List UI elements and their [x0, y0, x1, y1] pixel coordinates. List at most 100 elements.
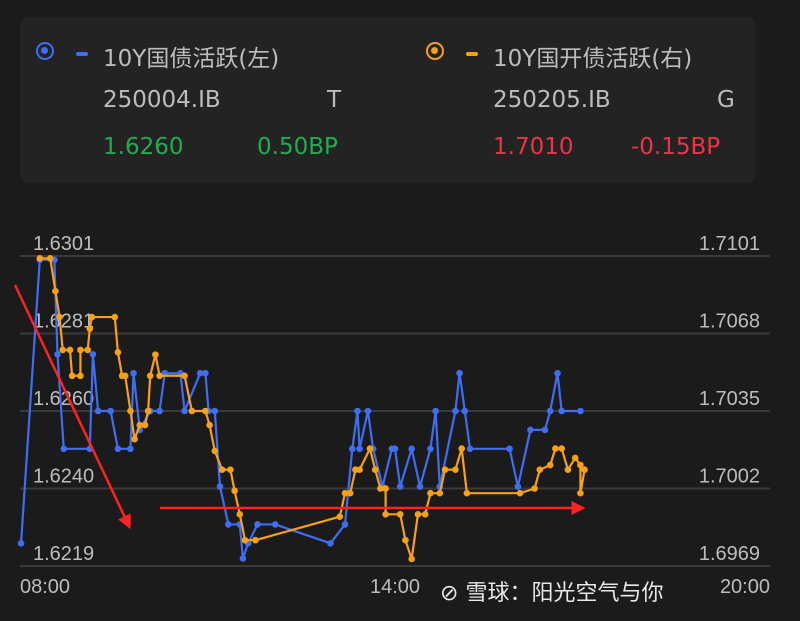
data-point — [17, 540, 25, 547]
data-point — [141, 421, 149, 429]
x-tick-label: 14:00 — [370, 576, 420, 598]
data-point — [458, 445, 465, 452]
data-point — [371, 466, 379, 474]
data-point — [452, 466, 459, 474]
data-point — [252, 536, 259, 544]
data-point — [541, 426, 549, 434]
data-point — [341, 489, 349, 497]
data-point — [271, 521, 279, 528]
data-point — [236, 511, 244, 518]
y-right-tick-label: 1.6969 — [699, 543, 760, 565]
data-point — [188, 407, 196, 415]
data-point — [127, 407, 134, 415]
data-point — [136, 421, 144, 429]
data-point — [546, 461, 554, 469]
data-point — [436, 489, 444, 497]
data-point — [146, 372, 154, 380]
data-point — [408, 555, 415, 563]
data-point — [60, 445, 68, 453]
data-point — [441, 466, 449, 474]
data-point — [107, 407, 114, 415]
data-point — [416, 483, 424, 490]
data-point — [536, 466, 544, 474]
data-point — [577, 461, 584, 469]
data-point — [156, 372, 163, 380]
data-point — [206, 421, 213, 429]
data-point — [456, 369, 463, 377]
watermark-text: 雪球：阳光空气与你 — [465, 581, 664, 606]
data-point — [382, 511, 389, 518]
data-point — [461, 407, 469, 415]
data-point — [377, 485, 384, 492]
data-point — [254, 521, 261, 528]
data-point — [558, 407, 565, 415]
data-point — [225, 521, 232, 528]
data-point — [77, 372, 84, 380]
data-point — [527, 426, 534, 434]
y-right-tick-label: 1.7068 — [699, 311, 760, 333]
data-point — [111, 313, 119, 321]
data-point — [432, 407, 439, 415]
data-point — [66, 346, 74, 354]
data-point — [196, 369, 204, 377]
data-point — [364, 407, 372, 415]
data-point — [577, 489, 584, 497]
y-right-tick-label: 1.7002 — [699, 466, 760, 488]
data-point — [546, 407, 554, 415]
yield-change: -0.15BP — [631, 134, 721, 160]
data-point — [127, 445, 134, 453]
data-point — [211, 447, 219, 455]
data-point — [466, 445, 474, 453]
data-point — [181, 407, 188, 415]
data-point — [577, 407, 584, 415]
series-line — [19, 258, 581, 560]
y-left-tick-label: 1.6281 — [33, 311, 94, 333]
data-point — [181, 372, 188, 380]
y-left-tick-label: 1.6219 — [33, 543, 94, 565]
data-point — [239, 555, 247, 562]
data-point — [354, 407, 361, 415]
y-left-tick-label: 1.6240 — [33, 466, 94, 488]
x-tick-label: 20:00 — [720, 576, 770, 598]
data-point — [56, 313, 63, 321]
data-point — [356, 445, 363, 453]
bond-tag: T — [327, 87, 342, 113]
series-radio-icon[interactable] — [426, 42, 444, 60]
series-radio-icon[interactable] — [36, 42, 54, 60]
data-point — [152, 351, 159, 358]
data-point — [552, 445, 559, 452]
data-point — [227, 466, 234, 474]
data-point — [463, 489, 471, 497]
data-point — [114, 348, 122, 356]
data-point — [202, 369, 209, 377]
yield-value: 1.6260 — [103, 134, 184, 160]
data-point — [452, 407, 459, 415]
data-point — [382, 485, 389, 492]
data-point — [114, 445, 122, 453]
data-point — [506, 445, 513, 453]
data-point — [558, 445, 565, 452]
data-point — [202, 407, 209, 415]
data-point — [396, 483, 404, 490]
watermark: ⊘ 雪球：阳光空气与你 — [440, 575, 663, 607]
data-point — [52, 287, 59, 295]
data-point — [366, 445, 374, 452]
series-line — [39, 257, 586, 561]
data-point — [421, 511, 429, 518]
data-point — [54, 350, 61, 358]
data-point — [156, 407, 163, 415]
data-point — [336, 513, 344, 520]
data-point — [402, 536, 409, 544]
data-point — [427, 445, 434, 453]
x-tick-label: 08:00 — [20, 576, 70, 598]
data-point — [348, 445, 356, 453]
data-point — [554, 369, 561, 377]
data-point — [356, 466, 363, 474]
y-right-tick-label: 1.7035 — [699, 388, 760, 410]
bond-code: 250205.IB — [493, 87, 611, 113]
series-name: 10Y国开债活跃(右) — [493, 46, 693, 72]
data-point — [211, 407, 219, 415]
data-point — [218, 466, 226, 474]
data-point — [88, 313, 96, 321]
